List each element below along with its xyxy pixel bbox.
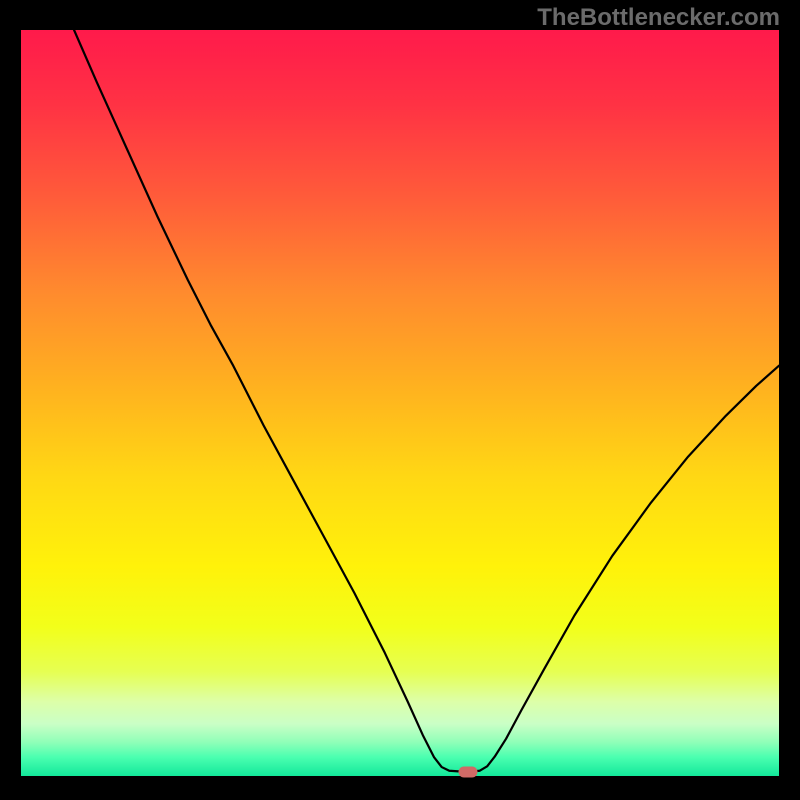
optimum-marker [459, 766, 478, 777]
plot-area [21, 30, 779, 776]
plot-background [21, 30, 779, 776]
chart-root: TheBottlenecker.com [0, 0, 800, 800]
watermark-label: TheBottlenecker.com [537, 4, 780, 32]
plot-svg [21, 30, 779, 776]
